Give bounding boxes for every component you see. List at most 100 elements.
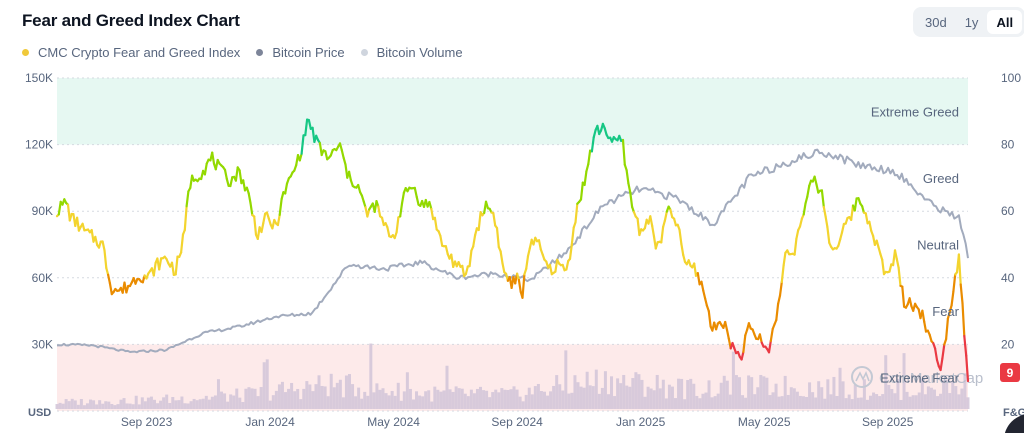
- volume-bar: [610, 376, 614, 409]
- fear-greed-line-segment: [568, 243, 573, 260]
- volume-bar: [445, 365, 449, 409]
- legend-item-bitcoin-volume[interactable]: Bitcoin Volume: [360, 45, 463, 60]
- volume-bar: [536, 383, 540, 409]
- volume-bar: [841, 381, 845, 409]
- volume-bar: [329, 373, 333, 409]
- volume-bar: [606, 394, 610, 409]
- volume-bar: [625, 385, 629, 409]
- volume-bar: [872, 392, 876, 409]
- time-range-selector: 30d 1y All: [913, 7, 1024, 37]
- volume-bar: [479, 386, 483, 409]
- volume-bar: [552, 385, 556, 409]
- volume-bar: [494, 389, 498, 409]
- fear-greed-line-segment: [501, 262, 506, 274]
- volume-bar: [817, 381, 821, 409]
- fear-greed-line-segment: [103, 249, 108, 270]
- fear-greed-line-segment: [696, 272, 701, 286]
- volume-bar: [360, 398, 364, 409]
- volume-bar: [332, 387, 336, 409]
- volume-bar: [628, 386, 632, 409]
- fear-greed-line-segment: [386, 226, 391, 238]
- current-value-badge-text: 9: [1007, 366, 1014, 380]
- x-axis-tick-label: May 2025: [738, 415, 791, 429]
- volume-bar: [533, 386, 537, 409]
- bitcoin-price-line: [56, 148, 969, 354]
- volume-bar: [939, 393, 943, 409]
- volume-bar: [140, 397, 144, 409]
- volume-bar: [710, 397, 714, 409]
- fear-greed-line-segment: [649, 215, 654, 228]
- volume-bar: [707, 380, 711, 409]
- fear-greed-line-segment: [963, 334, 968, 357]
- volume-bar: [539, 391, 543, 409]
- zone-label-extreme-fear: Extreme Fear: [880, 371, 959, 386]
- volume-bar: [95, 404, 99, 409]
- volume-bar: [393, 395, 397, 409]
- volume-bar: [576, 382, 580, 409]
- volume-bar: [472, 393, 476, 409]
- range-tab-all[interactable]: All: [987, 10, 1023, 34]
- volume-bar: [948, 393, 952, 409]
- fear-greed-line-segment: [249, 201, 254, 217]
- volume-bar: [521, 401, 525, 409]
- volume-bar: [64, 399, 68, 409]
- legend-item-fear-greed[interactable]: CMC Crypto Fear and Greed Index: [22, 45, 240, 60]
- fear-greed-line-segment: [625, 169, 630, 185]
- volume-bar: [241, 402, 245, 409]
- fear-greed-line-segment: [693, 262, 698, 277]
- volume-bar: [674, 398, 678, 409]
- volume-bar: [737, 377, 741, 409]
- fear-greed-line-segment: [965, 354, 970, 383]
- fear-greed-line-segment: [603, 127, 608, 136]
- fear-greed-line-segment: [959, 283, 964, 305]
- volume-bar: [460, 388, 464, 409]
- fear-greed-line-segment: [707, 310, 712, 328]
- fear-greed-line-segment: [853, 197, 858, 212]
- fear-greed-line-segment: [933, 347, 939, 362]
- volume-bar: [366, 395, 370, 409]
- volume-bar: [320, 385, 324, 409]
- left-axis-tick-label: 90K: [32, 204, 53, 218]
- fear-greed-line-segment: [802, 202, 807, 216]
- volume-bar: [680, 378, 684, 409]
- volume-bar: [408, 388, 412, 409]
- fear-greed-line-segment: [944, 317, 950, 341]
- fear-greed-line-segment: [377, 205, 382, 218]
- fear-greed-line-segment: [366, 208, 371, 218]
- fear-greed-line-segment: [839, 231, 844, 241]
- volume-bar: [506, 389, 510, 409]
- volume-bar: [530, 394, 534, 409]
- fear-greed-line-segment: [895, 257, 900, 269]
- fear-greed-line-segment: [428, 200, 433, 210]
- fear-greed-line-segment: [276, 213, 281, 227]
- volume-bar: [396, 382, 400, 409]
- volume-bar: [774, 383, 778, 409]
- range-tab-1y[interactable]: 1y: [964, 14, 979, 30]
- watermark: CoinMarketCap: [851, 366, 983, 388]
- fear-greed-line-segment: [521, 273, 526, 299]
- fear-greed-line-segment: [948, 304, 953, 314]
- fear-greed-line-segment: [724, 320, 729, 331]
- right-axis-tick-label: 40: [1001, 271, 1015, 285]
- volume-bar: [512, 386, 516, 409]
- volume-bar: [418, 395, 422, 409]
- legend-label-bitcoin-price: Bitcoin Price: [272, 45, 345, 60]
- volume-bar: [448, 389, 452, 409]
- volume-bar: [305, 381, 309, 409]
- volume-bar: [643, 396, 647, 409]
- legend-item-bitcoin-price[interactable]: Bitcoin Price: [256, 45, 345, 60]
- range-tab-30d[interactable]: 30d: [925, 14, 947, 30]
- volume-bar: [131, 404, 135, 409]
- volume-bar: [183, 403, 187, 409]
- volume-bar: [485, 390, 489, 409]
- volume-bar: [655, 374, 659, 409]
- volume-bar: [107, 401, 111, 409]
- volume-bar: [335, 382, 339, 409]
- fear-greed-line-segment: [740, 350, 745, 361]
- fear-greed-line-segment: [81, 222, 86, 232]
- volume-bar: [741, 395, 745, 409]
- volume-bar: [792, 388, 796, 409]
- left-axis-tick-label: 150K: [25, 71, 53, 85]
- fear-greed-line-segment: [908, 297, 913, 308]
